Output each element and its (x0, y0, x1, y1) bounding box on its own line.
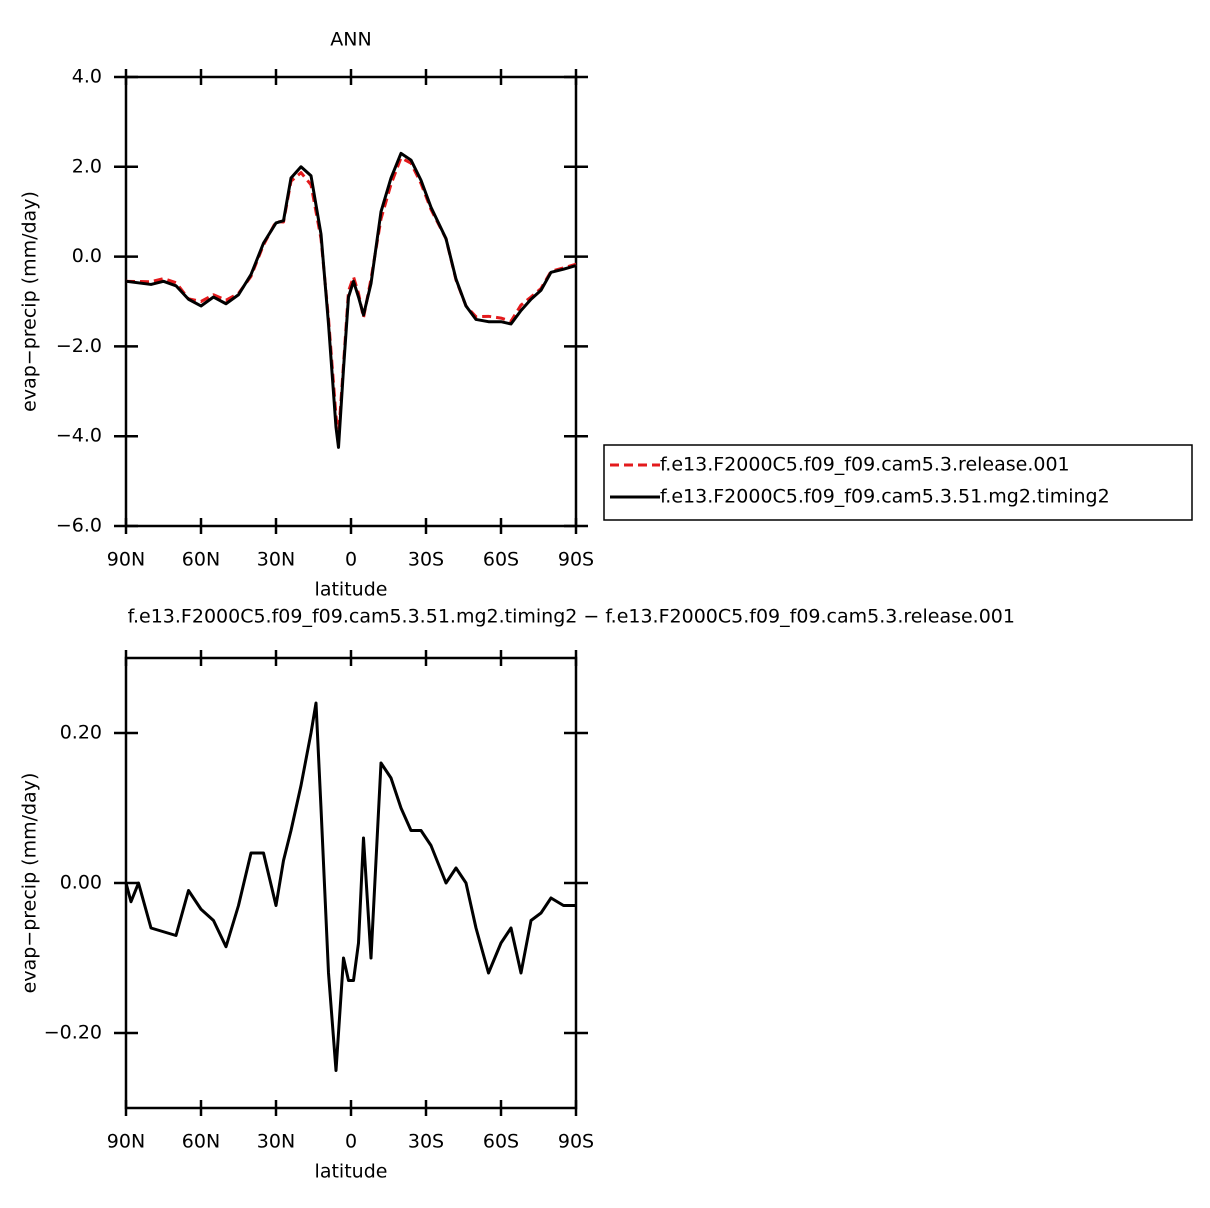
data-line (125, 151, 577, 449)
chart-title: f.e13.F2000C5.f09_f09.cam5.3.51.mg2.timi… (128, 606, 1015, 628)
x-tick-label: 60N (182, 1131, 220, 1153)
x-tick-label: 60S (483, 549, 519, 571)
y-axis-label: evap−precip (mm/day) (19, 773, 41, 994)
chart-title: ANN (330, 29, 371, 51)
y-tick-label: 0.0 (72, 245, 102, 267)
x-tick-label: 90N (107, 1131, 145, 1153)
y-tick-label: 0.00 (60, 872, 102, 894)
x-tick-label: 60N (182, 549, 220, 571)
x-tick-label: 30S (408, 1131, 444, 1153)
y-tick-label: −6.0 (56, 515, 102, 537)
data-line (125, 156, 577, 438)
plot-frame (124, 75, 578, 528)
plot-frame (124, 656, 578, 1110)
x-tick-label: 30N (257, 1131, 295, 1153)
x-tick-label: 30N (257, 549, 295, 571)
legend-label: f.e13.F2000C5.f09_f09.cam5.3.51.mg2.timi… (660, 486, 1110, 508)
y-tick-label: −0.20 (44, 1022, 102, 1044)
y-tick-label: −4.0 (56, 425, 102, 447)
legend-box (603, 444, 1193, 521)
legend-label: f.e13.F2000C5.f09_f09.cam5.3.release.001 (660, 454, 1070, 476)
x-axis-label: latitude (315, 1161, 388, 1183)
y-tick-label: −2.0 (56, 335, 102, 357)
y-tick-label: 4.0 (72, 66, 102, 88)
y-tick-label: 0.20 (60, 722, 102, 744)
x-tick-label: 60S (483, 1131, 519, 1153)
x-tick-label: 90S (558, 549, 594, 571)
x-tick-label: 0 (345, 549, 357, 571)
y-tick-label: 2.0 (72, 155, 102, 177)
x-axis-label: latitude (315, 579, 388, 601)
y-axis-label: evap−precip (mm/day) (19, 191, 41, 412)
x-tick-label: 0 (345, 1131, 357, 1153)
x-tick-label: 90N (107, 549, 145, 571)
x-tick-label: 90S (558, 1131, 594, 1153)
data-line (124, 701, 576, 1072)
x-tick-label: 30S (408, 549, 444, 571)
